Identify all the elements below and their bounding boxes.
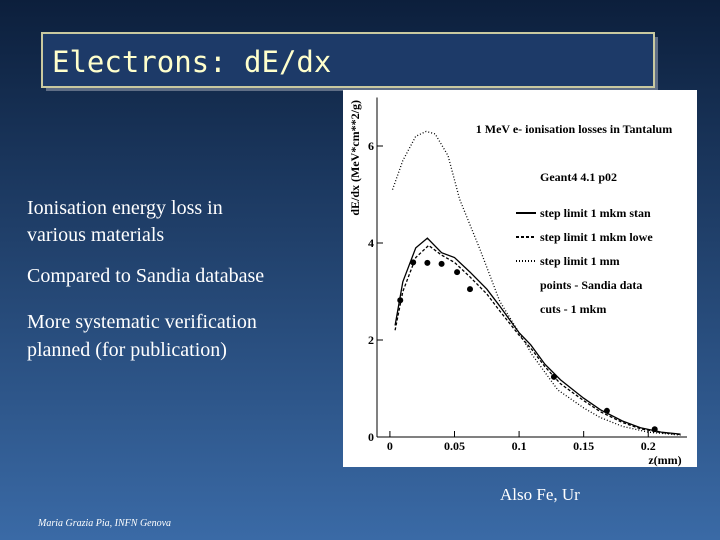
bullet: Compared to Sandia database [27,265,264,287]
chart-title: 1 MeV e- ionisation losses in Tantalum [476,122,672,136]
data-point [397,297,404,304]
title-box [41,32,655,88]
y-tick-label: 2 [368,333,374,347]
data-point [603,407,610,414]
data-point [454,269,461,276]
bullet: planned (for publication) [27,339,227,361]
bullet: More systematic verification [27,311,257,333]
chart-panel [343,90,697,467]
y-tick-label: 6 [368,139,374,153]
chart: 1 MeV e- ionisation losses in Tantalum G… [348,97,687,467]
y-tick-label: 0 [368,430,374,444]
data-point [651,426,658,433]
x-tick-label: 0 [387,439,393,453]
annotation: Geant4 4.1 p02 [540,170,617,184]
data-point [438,260,445,267]
annotation: cuts - 1 mkm [540,302,606,316]
data-point [410,259,417,266]
series-line [394,237,681,435]
legend-label: step limit 1 mkm stan [540,206,651,220]
bullet: Ionisation energy loss in [27,197,223,219]
data-point [467,286,473,293]
x-tick-label: 0.15 [573,439,594,453]
series-line [394,244,681,436]
data-point [550,373,557,380]
x-tick-label: 0.1 [512,439,527,453]
legend-label: points - Sandia data [540,278,642,292]
slide-title: Electrons: dE/dx [52,45,331,79]
x-tick-label: 0.2 [641,439,656,453]
x-tick-label: 0.05 [444,439,465,453]
footer: Maria Grazia Pia, INFN Genova [37,518,171,529]
x-axis-label: z(mm) [648,453,681,467]
data-point [424,259,431,266]
legend-label: step limit 1 mkm lowe [540,230,653,244]
legend-label: step limit 1 mm [540,254,620,268]
bullet: various materials [27,224,164,246]
y-axis-label: dE/dx (MeV*cm**2/g) [348,100,362,216]
y-tick-label: 4 [368,236,374,250]
note: Also Fe, Ur [500,485,580,504]
